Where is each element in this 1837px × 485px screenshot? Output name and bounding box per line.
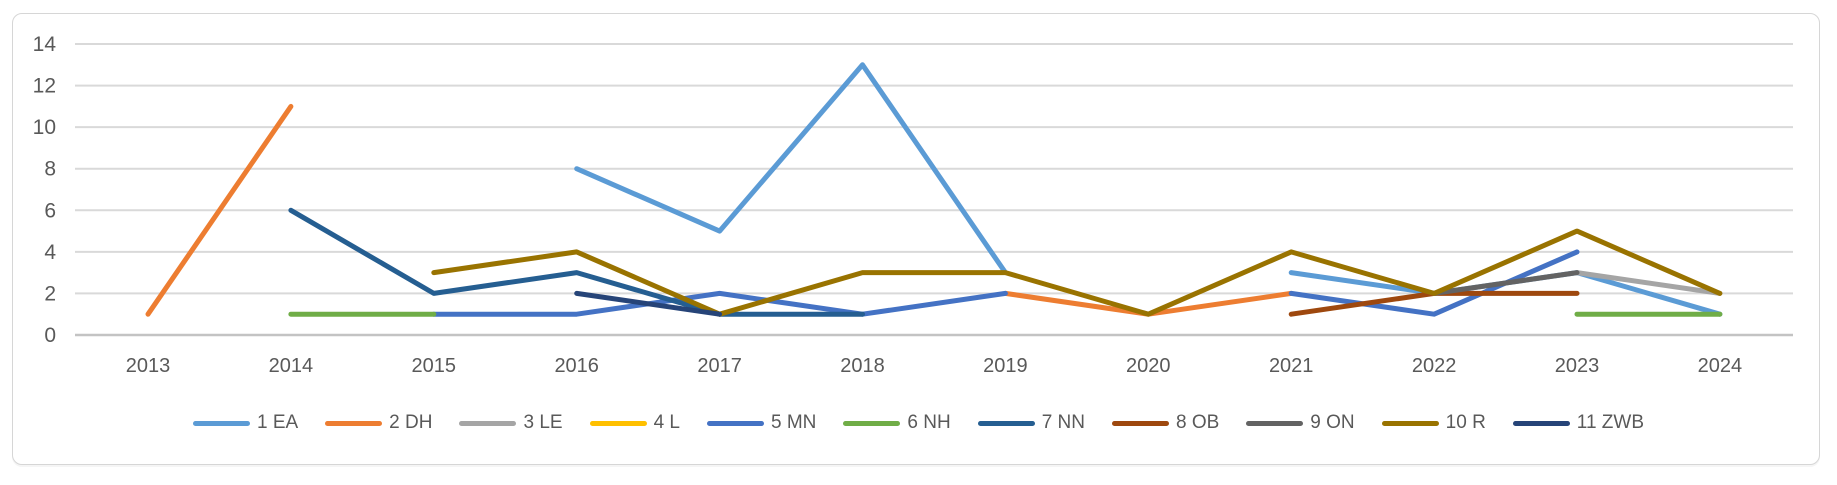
series-line-7-nn (288, 207, 865, 317)
x-tick-label: 2021 (1269, 355, 1314, 377)
y-tick-label: 6 (44, 199, 56, 222)
series-line-1-ea (574, 62, 1008, 276)
y-tick-label: 8 (44, 158, 56, 181)
y-tick-label: 0 (44, 324, 56, 347)
legend-item-3-le: 3 LE (459, 412, 563, 434)
legend-swatch (843, 420, 901, 426)
x-tick-label: 2015 (412, 355, 457, 377)
series-line-5-mn (1288, 249, 1580, 317)
chart-frame (12, 13, 1820, 465)
x-tick-label: 2016 (554, 355, 599, 377)
series-line-10-r (431, 228, 1723, 317)
x-tick-label: 2024 (1698, 355, 1743, 377)
y-tick-label: 10 (33, 116, 56, 139)
x-tick-label: 2017 (697, 355, 742, 377)
y-tick-label: 12 (33, 75, 56, 98)
legend-label: 5 MN (770, 412, 817, 433)
legend-label: 10 R (1445, 412, 1486, 433)
legend-label: 1 EA (256, 412, 299, 433)
legend-swatch (1381, 420, 1439, 426)
legend-swatch (1111, 420, 1169, 426)
legend-label: 3 LE (523, 412, 563, 433)
x-tick-label: 2022 (1412, 355, 1457, 377)
legend-swatch (706, 420, 764, 426)
legend-label: 7 NN (1041, 412, 1085, 433)
legend-item-5-mn: 5 MN (706, 412, 817, 434)
series-line-3-le (1574, 270, 1723, 296)
legend-swatch (1512, 420, 1570, 426)
x-tick-label: 2020 (1126, 355, 1171, 377)
y-tick-label: 4 (44, 241, 56, 264)
legend-item-4-l: 4 L (589, 412, 680, 434)
y-tick-label: 2 (44, 282, 56, 305)
legend-item-1-ea: 1 EA (192, 412, 299, 434)
x-tick-label: 2019 (983, 355, 1028, 377)
legend-item-6-nh: 6 NH (843, 412, 951, 434)
legend-swatch (325, 420, 383, 426)
chart-legend: 1 EA 2 DH 3 LE 4 L 5 MN 6 NH 7 NN 8 OB 9 ON 10 R 1… (0, 412, 1837, 434)
legend-label: 11 ZWB (1576, 412, 1645, 433)
series-line-11-zwb (574, 290, 723, 317)
series-line-5-mn (431, 290, 1008, 317)
legend-item-2-dh: 2 DH (325, 412, 432, 434)
legend-swatch (459, 420, 517, 426)
legend-label: 8 OB (1175, 412, 1220, 433)
legend-swatch (192, 420, 250, 426)
legend-swatch (589, 420, 647, 426)
series-line-9-on (1431, 270, 1580, 296)
legend-label: 4 L (653, 412, 680, 433)
y-tick-label: 14 (33, 33, 57, 56)
legend-swatch (1246, 420, 1304, 426)
legend-item-8-ob: 8 OB (1111, 412, 1220, 434)
legend-label: 2 DH (389, 412, 433, 433)
series-line-2-dh (145, 103, 294, 317)
legend-item-11-zwb: 11 ZWB (1512, 412, 1645, 434)
legend-item-10-r: 10 R (1381, 412, 1486, 434)
series-line-8-ob (1288, 290, 1580, 317)
x-tick-label: 2023 (1555, 355, 1600, 377)
series-line-2-dh (1002, 290, 1294, 317)
legend-swatch (977, 420, 1035, 426)
legend-label: 9 ON (1310, 412, 1355, 433)
legend-label: 6 NH (907, 412, 951, 433)
legend-item-9-on: 9 ON (1246, 412, 1355, 434)
x-tick-label: 2014 (269, 355, 314, 377)
x-tick-label: 2013 (126, 355, 171, 377)
legend-item-7-nn: 7 NN (977, 412, 1085, 434)
x-tick-label: 2018 (840, 355, 885, 377)
